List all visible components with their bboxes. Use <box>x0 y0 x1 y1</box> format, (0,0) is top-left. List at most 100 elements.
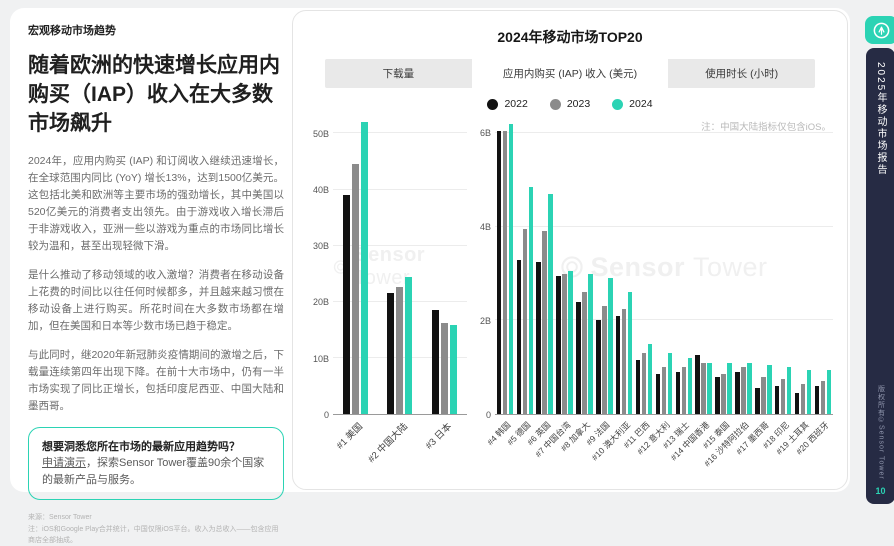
y-tick-label: 20B <box>312 297 329 308</box>
bar-2024 <box>747 362 752 414</box>
bar-group-#12 意大利: #12 意大利 <box>635 120 673 457</box>
chart-note: 注：中国大陆指标仅包含iOS。 <box>701 122 831 133</box>
chart-title: 2024年移动市场TOP20 <box>497 29 643 45</box>
section-eyebrow: 宏观移动市场趋势 <box>28 25 116 37</box>
bar-2023 <box>502 130 508 414</box>
bar-2024 <box>826 369 832 414</box>
request-demo-link[interactable]: 申请演示 <box>42 457 86 470</box>
body-paragraph-2: 是什么推动了移动领域的收入激增？消费者在移动设备上花费的时间比以往任何时候都多，… <box>28 268 284 332</box>
bar-2024 <box>608 278 613 414</box>
bar-2024 <box>806 369 812 414</box>
bar-2024 <box>588 273 593 414</box>
legend-dot-icon <box>549 98 561 110</box>
copyright-vertical: 版权所有©Sensor Tower <box>877 385 885 480</box>
source-line: 来源：Sensor Tower <box>28 514 92 522</box>
bar-2023 <box>800 383 806 414</box>
bar-2022 <box>342 195 350 414</box>
bar-2022 <box>655 374 661 414</box>
legend-label: 2022 <box>504 98 528 110</box>
bar-group-#19 土耳其: #19 土耳其 <box>774 120 812 457</box>
bar-2022 <box>794 392 800 414</box>
tab-1[interactable]: 应用内购买 (IAP) 收入 (美元) <box>471 59 669 88</box>
bar-2022 <box>735 371 740 414</box>
bar-2024 <box>568 271 573 414</box>
gridline <box>333 188 467 190</box>
bar-2022 <box>715 376 720 414</box>
tab-0[interactable]: 下载量 <box>382 68 415 80</box>
bar-group-#20 西班牙: #20 西班牙 <box>794 120 832 457</box>
bar-2024 <box>405 276 413 414</box>
sensor-tower-logo <box>865 16 894 44</box>
plot-area: Sensor Tower #1 美国 #2 中国大陆 #3 日本 <box>333 120 467 465</box>
bar-2024 <box>508 123 514 414</box>
y-tick-label: 2B <box>479 316 491 327</box>
bar-2023 <box>441 323 449 414</box>
bar-groups: #4 韩国 #5 德国 #6 英国 #7 中国台湾 #8 加拿大 #9 法国 #10 澳大利… <box>485 120 833 469</box>
bar-2022 <box>432 309 440 414</box>
x-axis-label: #3 日本 <box>423 421 455 452</box>
sensor-tower-logo-icon <box>873 22 890 38</box>
bar-2022 <box>755 388 760 414</box>
bar-group-#7 中国台湾: #7 中国台湾 <box>533 120 573 459</box>
bar-2024 <box>667 353 673 414</box>
y-tick-label: 10B <box>312 353 329 364</box>
bar-2023 <box>820 381 826 414</box>
bar-group-#2 中国大陆: #2 中国大陆 <box>366 120 413 465</box>
bar-2022 <box>576 301 581 414</box>
bar-2024 <box>548 193 553 414</box>
bar-2022 <box>774 385 780 414</box>
bar-2023 <box>741 367 746 414</box>
bar-2022 <box>496 130 502 414</box>
page-title: 随着欧洲的快速增长应用内购买（IAP）收入在大多数市场飙升 <box>28 54 280 135</box>
tab-2[interactable]: 使用时长 (小时) <box>705 68 779 80</box>
bar-2024 <box>627 292 633 414</box>
bar-2022 <box>556 275 561 414</box>
body-paragraph-3: 与此同时，继2020年新冠肺炎疫情期间的激增之后，下载量连续第四年出现下降。在前… <box>28 348 284 412</box>
bar-2023 <box>780 378 786 414</box>
legend-item-2024: 2024 <box>612 98 653 110</box>
bar-2024 <box>687 357 693 414</box>
bar-group-#3 日本: #3 日本 <box>424 120 458 452</box>
bar-2023 <box>681 367 687 414</box>
bar-group-#16 沙特阿拉伯: #16 沙特阿拉伯 <box>702 120 752 469</box>
x-axis-label: #2 中国大陆 <box>365 421 410 466</box>
bar-2022 <box>387 293 395 414</box>
bar-2022 <box>635 360 641 414</box>
source-note: 来源：Sensor Tower 注：iOS和Google Play合并统计，中国… <box>28 512 284 546</box>
charts-row: 0 10B 20B 30B 40B 50B Sensor Tower #1 美国 #2 中国大陆… <box>309 120 833 469</box>
chart-panel-rank4-20: 0 2B 4B 6B Sensor Tower #4 韩国 #5 德国 #6 英国 #7 中国台… <box>477 120 833 469</box>
bar-2023 <box>562 273 567 414</box>
report-title-vertical: 2025年移动市场报告 <box>875 62 886 177</box>
plot-area: Sensor Tower #4 韩国 #5 德国 #6 英国 #7 中国台湾 #8 加拿大… <box>485 120 833 469</box>
left-text-column: 宏观移动市场趋势 随着欧洲的快速增长应用内购买（IAP）收入在大多数市场飙升 2… <box>28 22 284 544</box>
footnote-line: 注：iOS和Google Play合并统计，中国仅限iOS平台。收入为总收入——… <box>28 525 279 544</box>
bar-group-#9 法国: #9 法国 <box>585 120 613 447</box>
bar-2023 <box>522 229 528 414</box>
bar-group-#1 美国: #1 美国 <box>335 120 368 452</box>
bar-2022 <box>536 261 541 414</box>
legend-label: 2024 <box>629 98 653 110</box>
x-axis-label: #1 美国 <box>334 421 366 452</box>
bar-group-#17 墨西哥: #17 墨西哥 <box>734 120 772 457</box>
y-tick-label: 40B <box>312 184 329 195</box>
bar-group-#6 英国: #6 英国 <box>525 120 553 447</box>
legend-item-2023: 2023 <box>549 98 590 110</box>
y-tick-label: 50B <box>312 128 329 139</box>
bar-2024 <box>727 362 732 414</box>
callout-title: 想要洞悉您所在市场的最新应用趋势吗？ <box>42 440 240 453</box>
y-tick-label: 0 <box>485 410 491 420</box>
bar-2024 <box>767 364 772 414</box>
bar-group-#14 中国香港: #14 中国香港 <box>669 120 712 463</box>
chart-card: 2024年移动市场TOP20 下载量 应用内购买 (IAP) 收入 (美元) 使用时… <box>292 10 848 490</box>
gridline <box>495 225 833 227</box>
bar-2023 <box>761 376 766 414</box>
bar-2023 <box>582 292 587 414</box>
bar-2022 <box>675 371 681 414</box>
bar-group-#8 加拿大: #8 加拿大 <box>559 120 593 453</box>
legend-item-2022: 2022 <box>487 98 528 110</box>
bar-2023 <box>641 353 647 414</box>
y-tick-label: 4B <box>479 222 491 233</box>
bar-2023 <box>721 374 726 414</box>
bar-2024 <box>360 122 368 414</box>
chart-panel-top3: 0 10B 20B 30B 40B 50B Sensor Tower #1 美国 #2 中国大陆… <box>309 120 467 465</box>
